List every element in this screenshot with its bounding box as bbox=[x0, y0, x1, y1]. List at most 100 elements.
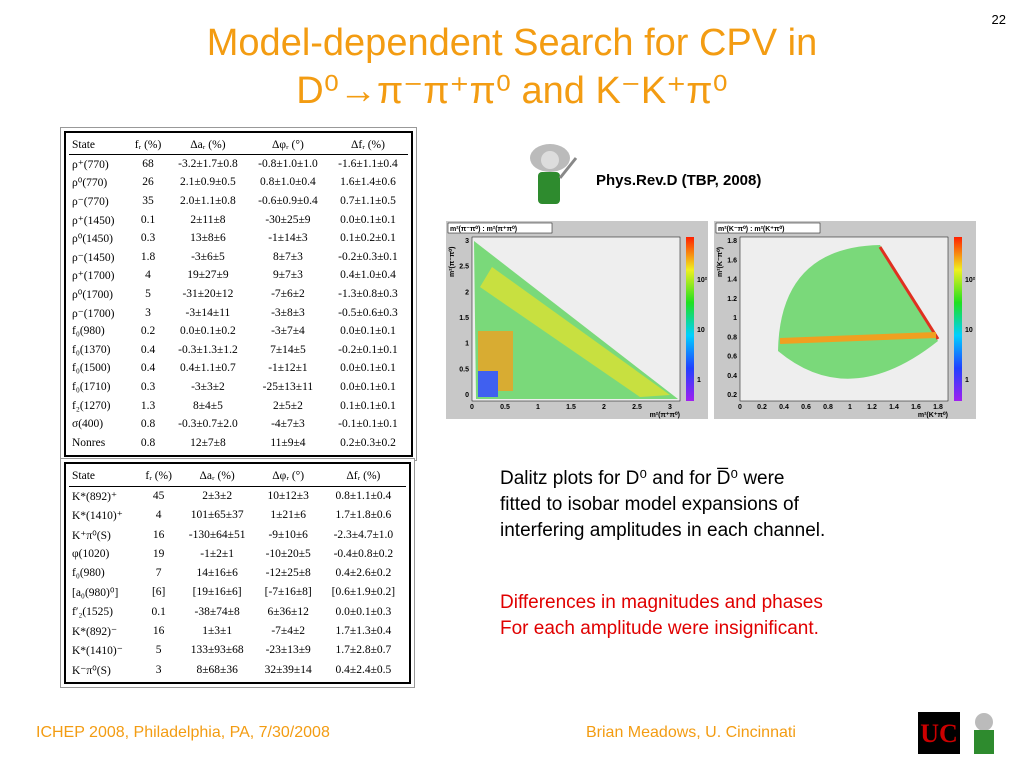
table-cell: 2.1±0.9±0.5 bbox=[180, 176, 236, 189]
table-row: σ(400) 0.8 -0.3±0.7±2.0 -4±7±3 -0.1±0.1±0.1 bbox=[69, 415, 408, 434]
table-cell: -3±14±11 bbox=[185, 306, 231, 319]
table-cell: K*(892)⁺ bbox=[72, 491, 118, 504]
mascot-icon bbox=[530, 144, 578, 204]
table-row: K*(1410)⁺ 4 101±65±37 1±21±6 1.7±1.8±0.6 bbox=[69, 506, 406, 525]
table-row: K*(892)⁺ 45 2±3±2 10±12±3 0.8±1.1±0.4 bbox=[69, 486, 406, 505]
svg-text:UC: UC bbox=[920, 719, 958, 748]
z-tick-label: 10 bbox=[965, 327, 973, 334]
title-line1: Model-dependent Search for CPV in bbox=[206, 22, 818, 64]
y-tick-label: 0.6 bbox=[727, 354, 737, 361]
body-text: Dalitz plots for D⁰ and for D̅⁰ were fitt… bbox=[500, 466, 825, 544]
header-cell: fᵣ (%) bbox=[128, 136, 168, 156]
table-cell: -0.6±0.9±0.4 bbox=[258, 195, 318, 208]
table-cell: 19 bbox=[152, 547, 165, 560]
table-cell: [19±16±6] bbox=[192, 586, 242, 599]
data-table: State fᵣ (%) Δaᵣ (%) Δφᵣ (°) Δfᵣ (%) ρ⁺(770) 6… bbox=[69, 136, 408, 452]
table-cell: 1.7±1.3±0.4 bbox=[335, 625, 392, 638]
table-row: ρ⁻(1700) 3 -3±14±11 -3±8±3 -0.5±0.6±0.3 bbox=[69, 303, 408, 322]
table-cell: 35 bbox=[142, 195, 154, 208]
table-cell: -0.3±1.3±1.2 bbox=[178, 343, 238, 356]
header-cell: fᵣ (%) bbox=[138, 467, 179, 487]
table-row: ρ⁻(770) 35 2.0±1.1±0.8 -0.6±0.9±0.4 0.7±1.1±… bbox=[69, 192, 408, 211]
table1: State fᵣ (%) Δaᵣ (%) Δφᵣ (°) Δfᵣ (%) ρ⁺(770) 6… bbox=[64, 131, 413, 458]
table-cell: 4 bbox=[155, 509, 162, 522]
x-tick-label: 1.4 bbox=[889, 404, 899, 411]
table-row: f₀(1370) 0.4 -0.3±1.3±1.2 7±14±5 -0.2±0.1±0.… bbox=[69, 341, 408, 360]
table-cell: 1.8 bbox=[140, 250, 156, 263]
y-tick-label: 1.6 bbox=[727, 257, 737, 264]
x-tick-label: 0.6 bbox=[801, 404, 811, 411]
table-cell: -1.6±1.1±0.4 bbox=[338, 158, 398, 171]
table-cell: 133±93±68 bbox=[190, 644, 244, 657]
table-cell: 0.8±1.0±0.4 bbox=[260, 176, 316, 189]
table-cell: f₀(1370) bbox=[72, 343, 111, 356]
y-tick-label: 1 bbox=[733, 315, 737, 322]
text-line: Dalitz plots for D⁰ and for D̅⁰ were bbox=[500, 468, 785, 489]
table-cell: 16 bbox=[152, 528, 165, 541]
header-cell: Δφᵣ (°) bbox=[247, 136, 328, 156]
x-tick-label: 0.8 bbox=[823, 404, 833, 411]
table-cell: K*(1410)⁺ bbox=[72, 510, 123, 523]
header-cell: State bbox=[69, 467, 139, 487]
table-cell: 0.4 bbox=[140, 343, 156, 356]
table-cell: 0.0±0.1±0.1 bbox=[340, 381, 396, 394]
plot-title-box bbox=[447, 222, 553, 234]
y-tick-label: 1 bbox=[465, 341, 469, 348]
table-cell: f′₂(1525) bbox=[72, 605, 114, 618]
header-cell: Δfᵣ (%) bbox=[327, 136, 408, 156]
table-cell: 26 bbox=[142, 176, 154, 189]
footer-right: Brian Meadows, U. Cincinnati bbox=[586, 724, 796, 741]
table-cell: ρ⁻(1700) bbox=[72, 307, 115, 320]
table-cell: -3±3±2 bbox=[191, 381, 225, 394]
x-tick-label: 1.8 bbox=[933, 404, 943, 411]
table-cell: 1.7±1.8±0.6 bbox=[335, 509, 392, 522]
header-cell: Δaᵣ (%) bbox=[167, 136, 248, 156]
text-line: For each amplitude were insignificant. bbox=[500, 618, 819, 639]
table-cell: -3±7±4 bbox=[271, 325, 305, 338]
table-cell: 0.4±1.0±0.4 bbox=[340, 269, 396, 282]
density-band bbox=[779, 332, 937, 344]
table-cell: 0.2±0.3±0.2 bbox=[340, 436, 396, 449]
z-tick-label: 1 bbox=[965, 377, 969, 384]
table-cell: 7 bbox=[155, 567, 162, 580]
table-cell: 9±7±3 bbox=[272, 269, 303, 282]
table-cell: 1±3±1 bbox=[202, 625, 233, 638]
y-tick-label: 0 bbox=[465, 392, 469, 399]
z-tick-label: 10 bbox=[697, 327, 705, 334]
table-cell: ρ⁰(1450) bbox=[72, 233, 114, 246]
y-tick-label: 1.2 bbox=[727, 296, 737, 303]
text-line: interfering amplitudes in each channel. bbox=[500, 520, 826, 541]
density-band bbox=[878, 246, 940, 340]
table-cell: -38±74±8 bbox=[194, 605, 240, 618]
table-cell: 3 bbox=[145, 306, 151, 319]
table-cell: f₀(1710) bbox=[72, 381, 111, 394]
x-tick-label: 0.5 bbox=[500, 404, 510, 411]
table-cell: -1±2±1 bbox=[200, 547, 234, 560]
table-cell: -7±6±2 bbox=[271, 288, 305, 301]
table-cell: -23±13±9 bbox=[265, 644, 311, 657]
x-tick-label: 1.2 bbox=[867, 404, 877, 411]
header-cell: State bbox=[69, 136, 129, 156]
text-line: Differences in magnitudes and phases bbox=[500, 592, 823, 613]
table-cell: 0.1 bbox=[151, 605, 166, 618]
x-tick-label: 2 bbox=[602, 404, 606, 411]
table-row: K*(892)⁻ 16 1±3±1 -7±4±2 1.7±1.3±0.4 bbox=[69, 621, 406, 640]
table-cell: f₀(1500) bbox=[72, 362, 111, 375]
x-tick-label: 1.6 bbox=[911, 404, 921, 411]
table-cell: 6±36±12 bbox=[267, 605, 309, 618]
table-cell: -1±12±1 bbox=[268, 362, 308, 375]
table-cell: 1.7±2.8±0.7 bbox=[335, 644, 392, 657]
density-peak bbox=[478, 371, 498, 397]
table-cell: 2.0±1.1±0.8 bbox=[180, 195, 236, 208]
table-cell: -0.8±1.0±1.0 bbox=[258, 158, 318, 171]
table-cell: 0.4 bbox=[140, 362, 156, 375]
page-number: 22 bbox=[991, 12, 1006, 27]
table-cell: 0.4±2.4±0.5 bbox=[335, 663, 392, 676]
x-tick-label: 3 bbox=[668, 404, 672, 411]
table-row: K⁺π⁰(S) 16 -130±64±51 -9±10±6 -2.3±4.7±1.0 bbox=[69, 525, 406, 544]
table-cell: -1.3±0.8±0.3 bbox=[338, 288, 398, 301]
table-row: f₀(1500) 0.4 0.4±1.1±0.7 -1±12±1 0.0±0.1±0.1 bbox=[69, 359, 408, 378]
x-tick-label: 0 bbox=[470, 404, 474, 411]
table-cell: 2±11±8 bbox=[190, 213, 226, 226]
table-cell: -3±6±5 bbox=[191, 250, 225, 263]
